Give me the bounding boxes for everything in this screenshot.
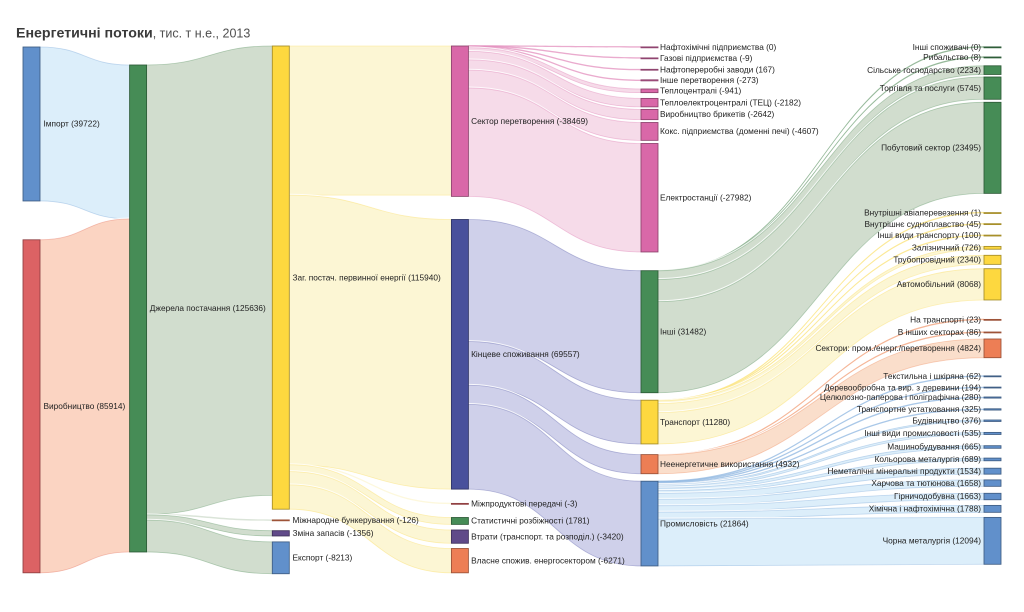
svg-text:Експорт (-8213): Експорт (-8213) bbox=[293, 553, 353, 563]
svg-text:Целюлозно-паперова і поліграфі: Целюлозно-паперова і поліграфічна (280) bbox=[820, 392, 981, 402]
svg-text:Теплоцентралі (-941): Теплоцентралі (-941) bbox=[660, 86, 742, 96]
svg-text:Сільське господарство (2234): Сільське господарство (2234) bbox=[867, 65, 981, 75]
svg-text:Міжнародне бункерування (-126): Міжнародне бункерування (-126) bbox=[293, 515, 419, 525]
svg-text:Внутрішні авіаперевезення (1): Внутрішні авіаперевезення (1) bbox=[864, 208, 981, 218]
svg-text:Нафтохімічні підприємства (0): Нафтохімічні підприємства (0) bbox=[660, 42, 776, 52]
svg-text:Кокс. підприємства (доменні пе: Кокс. підприємства (доменні печі) (-4607… bbox=[660, 126, 819, 136]
svg-text:Харчова та тютюнова (1658): Харчова та тютюнова (1658) bbox=[871, 478, 981, 488]
svg-text:Текстильна і шкіряна (62): Текстильна і шкіряна (62) bbox=[883, 371, 981, 381]
svg-text:Транспорт (11280): Транспорт (11280) bbox=[660, 417, 730, 427]
svg-text:Неенергетичне використання (49: Неенергетичне використання (4932) bbox=[660, 459, 800, 469]
svg-text:Газові підприємства (-9): Газові підприємства (-9) bbox=[660, 53, 753, 63]
svg-text:Інші споживачі (0): Інші споживачі (0) bbox=[913, 42, 982, 52]
svg-text:Чорна металургія (12094): Чорна металургія (12094) bbox=[883, 536, 982, 546]
svg-text:Інше перетворення (-273): Інше перетворення (-273) bbox=[660, 75, 759, 85]
svg-text:Заг. постач. первинної енергії: Заг. постач. первинної енергії (115940) bbox=[293, 272, 441, 282]
svg-text:Автомобільний (8068): Автомобільний (8068) bbox=[897, 279, 982, 289]
svg-text:Хімічна і нафтохімічна (1788): Хімічна і нафтохімічна (1788) bbox=[869, 504, 982, 514]
svg-text:Виробництво брикетів (-2642): Виробництво брикетів (-2642) bbox=[660, 109, 775, 119]
svg-text:На транспорті (23): На транспорті (23) bbox=[910, 315, 981, 325]
svg-text:Інші види промисловості (535): Інші види промисловості (535) bbox=[864, 428, 981, 438]
svg-text:Власне спожив. енергосектором: Власне спожив. енергосектором (-6271) bbox=[471, 555, 625, 565]
svg-text:Сектори: пром./енерг./перетвор: Сектори: пром./енерг./перетворення (4824… bbox=[815, 343, 981, 353]
svg-text:Трубопровідний (2340): Трубопровідний (2340) bbox=[893, 255, 981, 265]
svg-text:Виробництво (85914): Виробництво (85914) bbox=[44, 401, 126, 411]
svg-text:Зміна запасів (-1356): Зміна запасів (-1356) bbox=[293, 528, 374, 538]
svg-text:Гірничодобувна (1663): Гірничодобувна (1663) bbox=[894, 491, 981, 501]
svg-text:Статистичні розбіжності (1781): Статистичні розбіжності (1781) bbox=[471, 516, 590, 526]
svg-text:Неметалічні мінеральні продукт: Неметалічні мінеральні продукти (1534) bbox=[827, 466, 981, 476]
svg-text:Імпорт (39722): Імпорт (39722) bbox=[44, 119, 100, 129]
svg-text:Міжпродуктові передачі (-3): Міжпродуктові передачі (-3) bbox=[471, 499, 577, 509]
svg-text:Будівництво (376): Будівництво (376) bbox=[912, 415, 981, 425]
svg-text:Промисловість (21864): Промисловість (21864) bbox=[660, 518, 749, 528]
svg-text:Теплоелектроцентралі (ТЕЦ) (-2: Теплоелектроцентралі (ТЕЦ) (-2182) bbox=[660, 97, 801, 107]
svg-text:Деревообробна та вир. з дереви: Деревообробна та вир. з деревини (194) bbox=[824, 382, 981, 392]
svg-text:Сектор перетворення (-38469): Сектор перетворення (-38469) bbox=[471, 116, 588, 126]
svg-text:В інших секторах (86): В інших секторах (86) bbox=[898, 327, 981, 337]
svg-text:Транспортне устатковання (325): Транспортне устатковання (325) bbox=[857, 404, 981, 414]
svg-text:Кінцеве споживання (69557): Кінцеве споживання (69557) bbox=[471, 349, 580, 359]
svg-text:Торгівля та послуги (5745): Торгівля та послуги (5745) bbox=[880, 83, 981, 93]
svg-text:Рибальство (8): Рибальство (8) bbox=[923, 52, 981, 62]
svg-text:Втрати (транспорт. та розподіл: Втрати (транспорт. та розподіл.) (-3420) bbox=[471, 531, 624, 541]
svg-text:Внутрішнє судноплавство (45): Внутрішнє судноплавство (45) bbox=[864, 219, 981, 229]
svg-text:Машинобудування (665): Машинобудування (665) bbox=[887, 442, 981, 452]
svg-text:Побутовий сектор (23495): Побутовий сектор (23495) bbox=[881, 143, 981, 153]
svg-text:Нафтопереробні заводи (167): Нафтопереробні заводи (167) bbox=[660, 65, 775, 75]
svg-text:Джерела постачання (125636): Джерела постачання (125636) bbox=[150, 303, 266, 313]
svg-text:Інші (31482): Інші (31482) bbox=[660, 326, 707, 336]
svg-text:Інші види транспорту (100): Інші види транспорту (100) bbox=[877, 230, 981, 240]
svg-text:Залізничний (726): Залізничний (726) bbox=[912, 243, 981, 253]
svg-text:Енергетичні потоки, тис. т н.е: Енергетичні потоки, тис. т н.е., 2013 bbox=[16, 26, 250, 42]
svg-text:Кольорова металургія (689): Кольорова металургія (689) bbox=[875, 454, 982, 464]
svg-text:Електростанції (-27982): Електростанції (-27982) bbox=[660, 192, 752, 202]
